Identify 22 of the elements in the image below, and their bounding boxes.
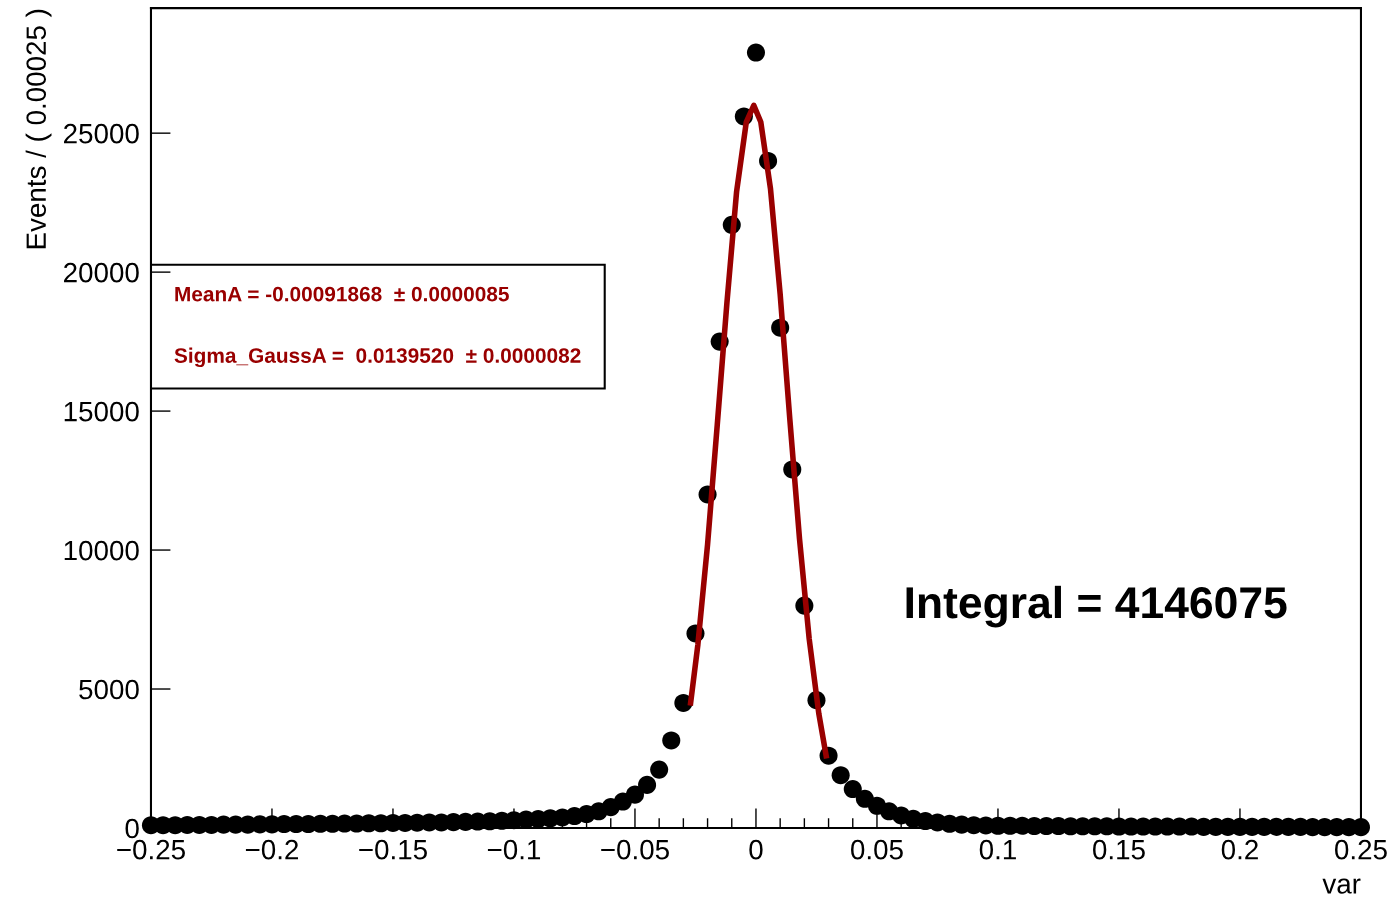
y-tick-label: 0 [125,818,139,839]
x-tick-label: −0.15 [359,839,427,860]
x-tick-label: 0.25 [1335,839,1387,860]
x-tick-label: 0.05 [851,839,903,860]
y-tick-label: 10000 [64,540,139,561]
annotation: Integral = 4146075 [906,585,1287,628]
x-tick-label: −0.25 [117,839,185,860]
x-tick-label: 0 [749,839,763,860]
x-tick-label: 0.15 [1093,839,1145,860]
x-tick-label: −0.2 [245,839,298,860]
annotation: Sigma_GaussA = 0.0139520 ± 0.0000082 [174,347,581,368]
x-tick-label: 0.2 [1221,839,1258,860]
x-tick-label: −0.1 [487,839,541,860]
annotation: MeanA = -0.00091868 ± 0.0000085 [175,286,509,302]
x-tick-label: 0.1 [979,839,1016,860]
y-tick-label: 25000 [64,123,139,144]
y-tick-label: 15000 [64,401,139,422]
y-axis-title: Events / ( 0.00025 ) [25,9,52,249]
y-tick-label: 5000 [79,679,139,700]
y-tick-label: 20000 [64,262,139,283]
x-axis-title: var [1322,878,1361,894]
x-tick-label: −0.05 [601,839,669,860]
